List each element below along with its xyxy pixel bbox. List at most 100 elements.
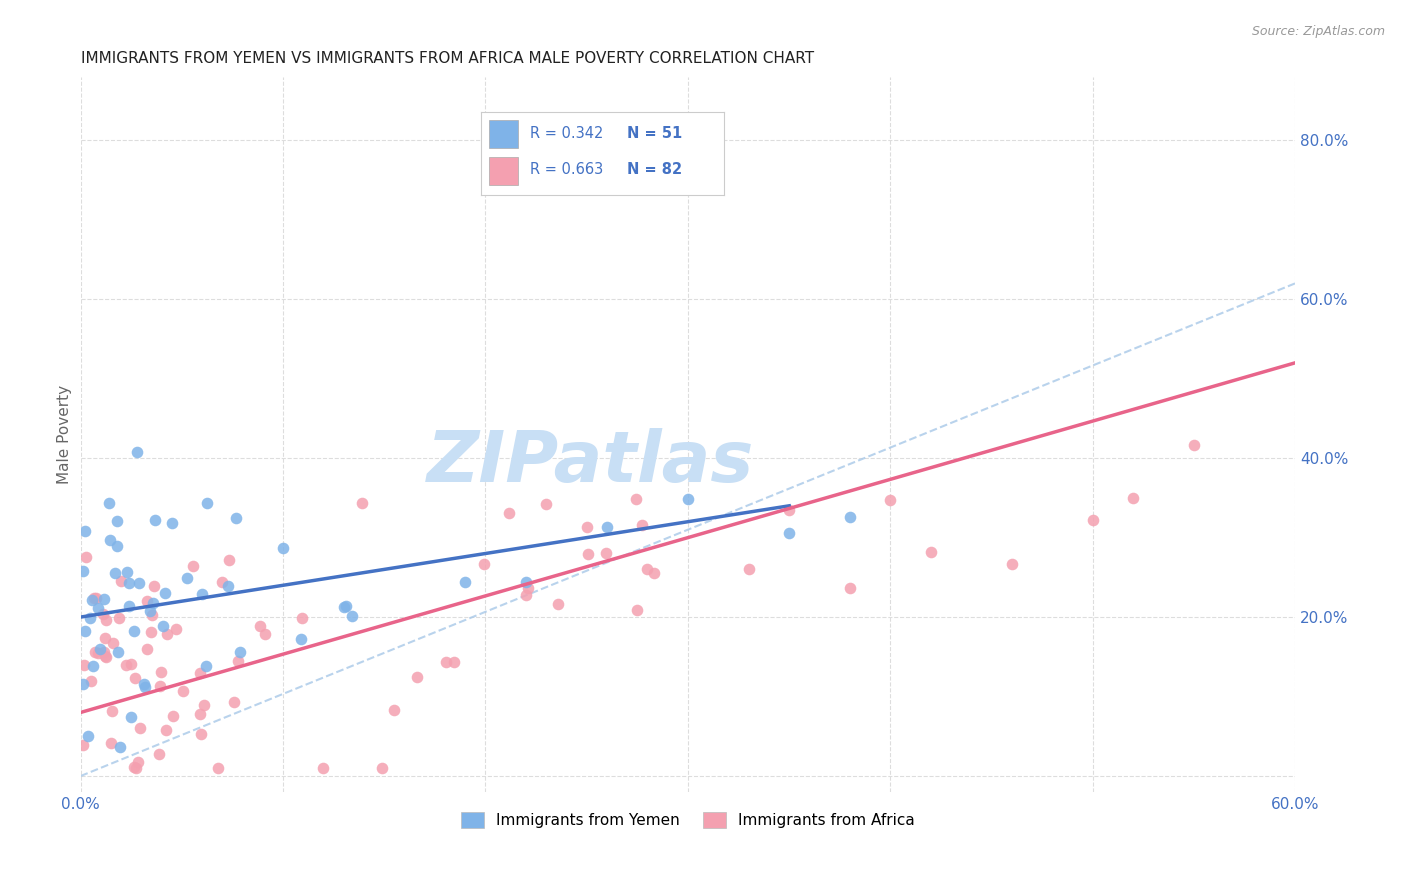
Point [80, 593, 103, 607]
Point [1001, 557, 1024, 571]
Point [101, 636, 124, 650]
Point [72, 564, 94, 578]
Point [515, 574, 537, 589]
Point [94, 649, 117, 664]
Point [229, 645, 252, 659]
Point [122, 759, 145, 773]
Point [498, 506, 520, 520]
Point [165, 623, 187, 637]
Point [254, 627, 277, 641]
Point [72, 658, 94, 673]
Text: ZIPatlas: ZIPatlas [427, 428, 755, 498]
Point [143, 579, 166, 593]
Point [98, 496, 121, 510]
Point [91, 607, 114, 621]
Point [156, 627, 179, 641]
Point [75, 624, 97, 638]
Point [637, 562, 659, 576]
Point [107, 644, 129, 658]
Point [87, 646, 110, 660]
Point [150, 665, 173, 679]
Point [72, 738, 94, 752]
Point [738, 562, 761, 576]
Point [100, 704, 122, 718]
Point [148, 747, 170, 762]
Point [839, 581, 862, 595]
Point [110, 574, 132, 588]
Point [86, 591, 108, 606]
Point [188, 665, 211, 680]
Point [516, 581, 538, 595]
Point [382, 703, 405, 717]
Point [120, 657, 142, 671]
Point [406, 670, 429, 684]
Point [290, 632, 312, 646]
Text: Source: ZipAtlas.com: Source: ZipAtlas.com [1251, 25, 1385, 38]
Point [626, 492, 648, 507]
Point [82, 659, 104, 673]
Point [93, 631, 115, 645]
Point [75, 549, 97, 564]
Point [155, 723, 177, 738]
Point [149, 679, 172, 693]
Point [120, 709, 142, 723]
Point [371, 761, 394, 775]
Point [77, 729, 100, 743]
Point [676, 492, 699, 507]
Point [333, 600, 356, 615]
Point [207, 761, 229, 775]
Point [225, 510, 247, 524]
Point [94, 613, 117, 627]
Point [879, 493, 901, 508]
Point [547, 598, 569, 612]
Point [193, 698, 215, 712]
Point [115, 658, 138, 673]
Point [181, 559, 204, 574]
Point [89, 642, 111, 657]
Point [839, 509, 862, 524]
Point [631, 517, 654, 532]
Point [335, 599, 357, 614]
Point [108, 740, 131, 755]
Point [79, 674, 101, 689]
Point [249, 618, 271, 632]
Point [575, 520, 598, 534]
Point [83, 591, 105, 605]
Point [920, 545, 942, 559]
Point [1122, 491, 1144, 505]
Point [160, 516, 183, 530]
Point [132, 676, 155, 690]
Legend: Immigrants from Yemen, Immigrants from Africa: Immigrants from Yemen, Immigrants from A… [456, 806, 921, 834]
Point [75, 524, 97, 538]
Point [454, 574, 477, 589]
Point [122, 624, 145, 638]
Point [128, 575, 150, 590]
Point [643, 566, 665, 581]
Point [124, 671, 146, 685]
Point [127, 444, 149, 458]
Point [87, 601, 110, 615]
Point [515, 588, 537, 602]
Point [273, 541, 295, 555]
Point [135, 642, 157, 657]
Point [176, 571, 198, 585]
Point [312, 761, 335, 775]
Point [136, 594, 159, 608]
Point [125, 761, 148, 775]
Point [190, 587, 212, 601]
Point [105, 514, 128, 528]
Point [211, 575, 233, 590]
Point [352, 496, 374, 510]
Point [195, 496, 218, 510]
Point [105, 539, 128, 553]
Point [434, 655, 457, 669]
Point [104, 566, 127, 581]
Point [118, 599, 141, 614]
Point [83, 645, 105, 659]
Point [152, 619, 174, 633]
Point [228, 654, 250, 668]
Text: IMMIGRANTS FROM YEMEN VS IMMIGRANTS FROM AFRICA MALE POVERTY CORRELATION CHART: IMMIGRANTS FROM YEMEN VS IMMIGRANTS FROM… [80, 51, 814, 66]
Point [778, 502, 800, 516]
Point [100, 736, 122, 750]
Point [143, 513, 166, 527]
